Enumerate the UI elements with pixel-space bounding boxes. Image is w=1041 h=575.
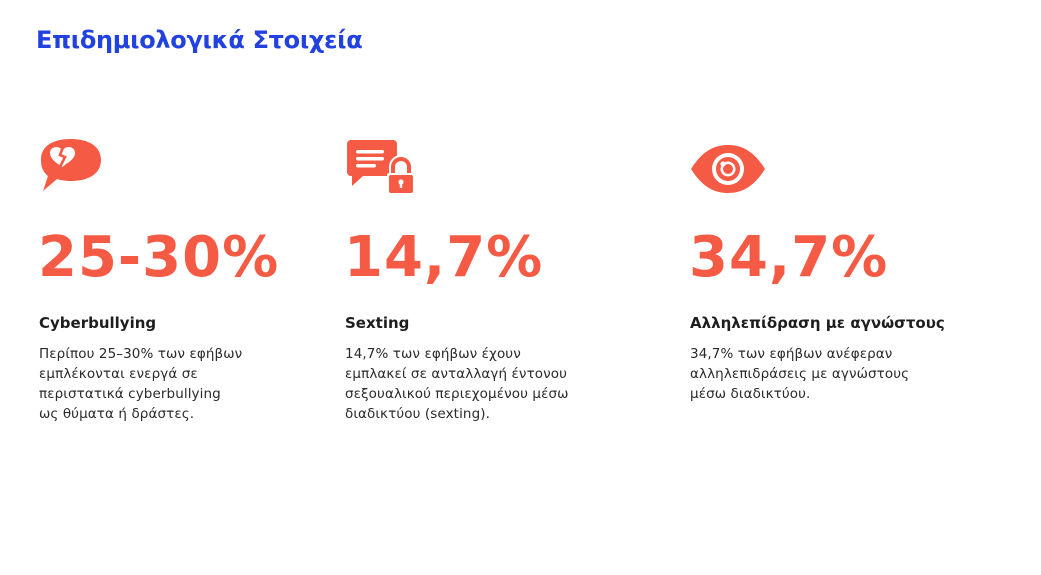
stat-value: 34,7% [689, 225, 889, 290]
eye-icon [688, 136, 768, 200]
stat-description-line: ως θύματα ή δράστες. [39, 406, 195, 422]
stat-description-line: εμπλακεί σε ανταλλαγή έντονου [345, 366, 568, 382]
broken-heart-speech-bubble-icon [37, 136, 117, 200]
stat-heading: Αλληλεπίδραση με αγνώστους [690, 314, 945, 332]
stat-card-cyberbullying: 25-30% Cyberbullying Περίπου 25–30% των … [37, 0, 337, 575]
stat-value: 25-30% [38, 225, 280, 290]
stat-description-line: 34,7% των εφήβων ανέφεραν [690, 346, 893, 362]
stat-card-sexting: 14,7% Sexting 14,7% των εφήβων έχουν εμπ… [343, 0, 643, 575]
stat-description: Περίπου 25–30% των εφήβων εμπλέκονται εν… [39, 344, 242, 424]
stat-description: 34,7% των εφήβων ανέφεραν αλληλεπιδράσει… [690, 344, 909, 404]
slide-title: Επιδημιολογικά Στοιχεία [36, 26, 363, 54]
stat-description-line: μέσω διαδικτύου. [690, 386, 811, 402]
stat-description-line: εμπλέκονται ενεργά σε [39, 366, 198, 382]
chat-lock-icon [343, 136, 423, 200]
stat-description-line: διαδικτύου (sexting). [345, 406, 490, 422]
stat-description: 14,7% των εφήβων έχουν εμπλακεί σε ανταλ… [345, 344, 569, 424]
stat-value: 14,7% [344, 225, 544, 290]
stat-description-line: Περίπου 25–30% των εφήβων [39, 346, 243, 362]
stat-description-line: σεξουαλικού περιεχομένου μέσω [345, 386, 569, 402]
stat-description-line: αλληλεπιδράσεις με αγνώστους [690, 366, 910, 382]
stat-heading: Sexting [345, 314, 410, 332]
stat-description-line: περιστατικά cyberbullying [39, 386, 221, 402]
stat-description-line: 14,7% των εφήβων έχουν [345, 346, 521, 362]
stat-heading: Cyberbullying [39, 314, 157, 332]
stat-card-strangers: 34,7% Αλληλεπίδραση με αγνώστους 34,7% τ… [688, 0, 988, 575]
